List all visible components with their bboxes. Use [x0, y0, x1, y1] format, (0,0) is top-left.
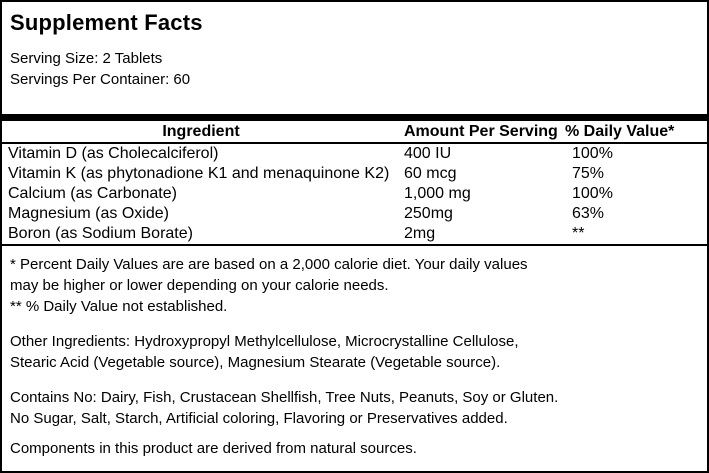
serving-info: Serving Size: 2 Tablets Servings Per Con… — [10, 48, 707, 90]
ingredient-daily-value: 63% — [572, 205, 605, 222]
serving-size-text: Serving Size: 2 Tablets — [10, 50, 163, 67]
natural-sources-line: Components in this product are derived f… — [10, 440, 417, 457]
header-percent-daily-value: % Daily Value* — [565, 123, 675, 140]
contains-no-line: No Sugar, Salt, Starch, Artificial color… — [10, 410, 508, 427]
label-title: Supplement Facts — [10, 10, 203, 35]
ingredient-name: Vitamin D (as Cholecalciferol) — [8, 145, 219, 162]
ingredient-amount: 60 mcg — [404, 165, 457, 182]
ingredient-name: Magnesium (as Oxide) — [8, 205, 169, 222]
ingredient-amount: 2mg — [404, 225, 436, 242]
ingredient-name: Boron (as Sodium Borate) — [8, 225, 193, 242]
other-ingredients-note: Other Ingredients: Hydroxypropyl Methylc… — [10, 331, 707, 373]
ingredient-name: Calcium (as Carbonate) — [8, 185, 177, 202]
table-header-row: Ingredient Amount Per Serving % Daily Va… — [2, 121, 707, 144]
ingredient-daily-value: 100% — [572, 185, 613, 202]
thick-divider-bar — [2, 114, 707, 121]
ingredient-name: Vitamin K (as phytonadione K1 and menaqu… — [8, 165, 390, 182]
table-row: Magnesium (as Oxide) 250mg 63% — [2, 204, 707, 224]
ingredient-amount: 1,000 mg — [404, 185, 471, 202]
ingredient-daily-value: 100% — [572, 145, 613, 162]
servings-per-container-text: Servings Per Container: 60 — [10, 71, 191, 88]
daily-value-footnote: * Percent Daily Values are are based on … — [10, 254, 707, 317]
ingredient-table: Ingredient Amount Per Serving % Daily Va… — [2, 121, 707, 244]
footnote-line: * Percent Daily Values are are based on … — [10, 256, 528, 273]
ingredient-daily-value: ** — [572, 225, 585, 242]
other-ingredients-line: Stearic Acid (Vegetable source), Magnesi… — [10, 354, 501, 371]
contains-no-note: Contains No: Dairy, Fish, Crustacean She… — [10, 387, 707, 429]
table-row: Calcium (as Carbonate) 1,000 mg 100% — [2, 184, 707, 204]
table-row: Boron (as Sodium Borate) 2mg ** — [2, 224, 707, 244]
ingredient-amount: 250mg — [404, 205, 453, 222]
natural-sources-note: Components in this product are derived f… — [10, 438, 707, 459]
ingredient-amount: 400 IU — [404, 145, 452, 162]
contains-no-line: Contains No: Dairy, Fish, Crustacean She… — [10, 389, 559, 406]
footnote-line: ** % Daily Value not established. — [10, 298, 228, 315]
header-amount-per-serving: Amount Per Serving — [404, 123, 558, 140]
footnote-line: may be higher or lower depending on your… — [10, 277, 389, 294]
other-ingredients-line: Other Ingredients: Hydroxypropyl Methylc… — [10, 333, 519, 350]
table-row: Vitamin K (as phytonadione K1 and menaqu… — [2, 164, 707, 184]
table-bottom-divider — [2, 244, 707, 246]
table-row: Vitamin D (as Cholecalciferol) 400 IU 10… — [2, 144, 707, 164]
header-ingredient: Ingredient — [162, 123, 240, 140]
ingredient-daily-value: 75% — [572, 165, 605, 182]
